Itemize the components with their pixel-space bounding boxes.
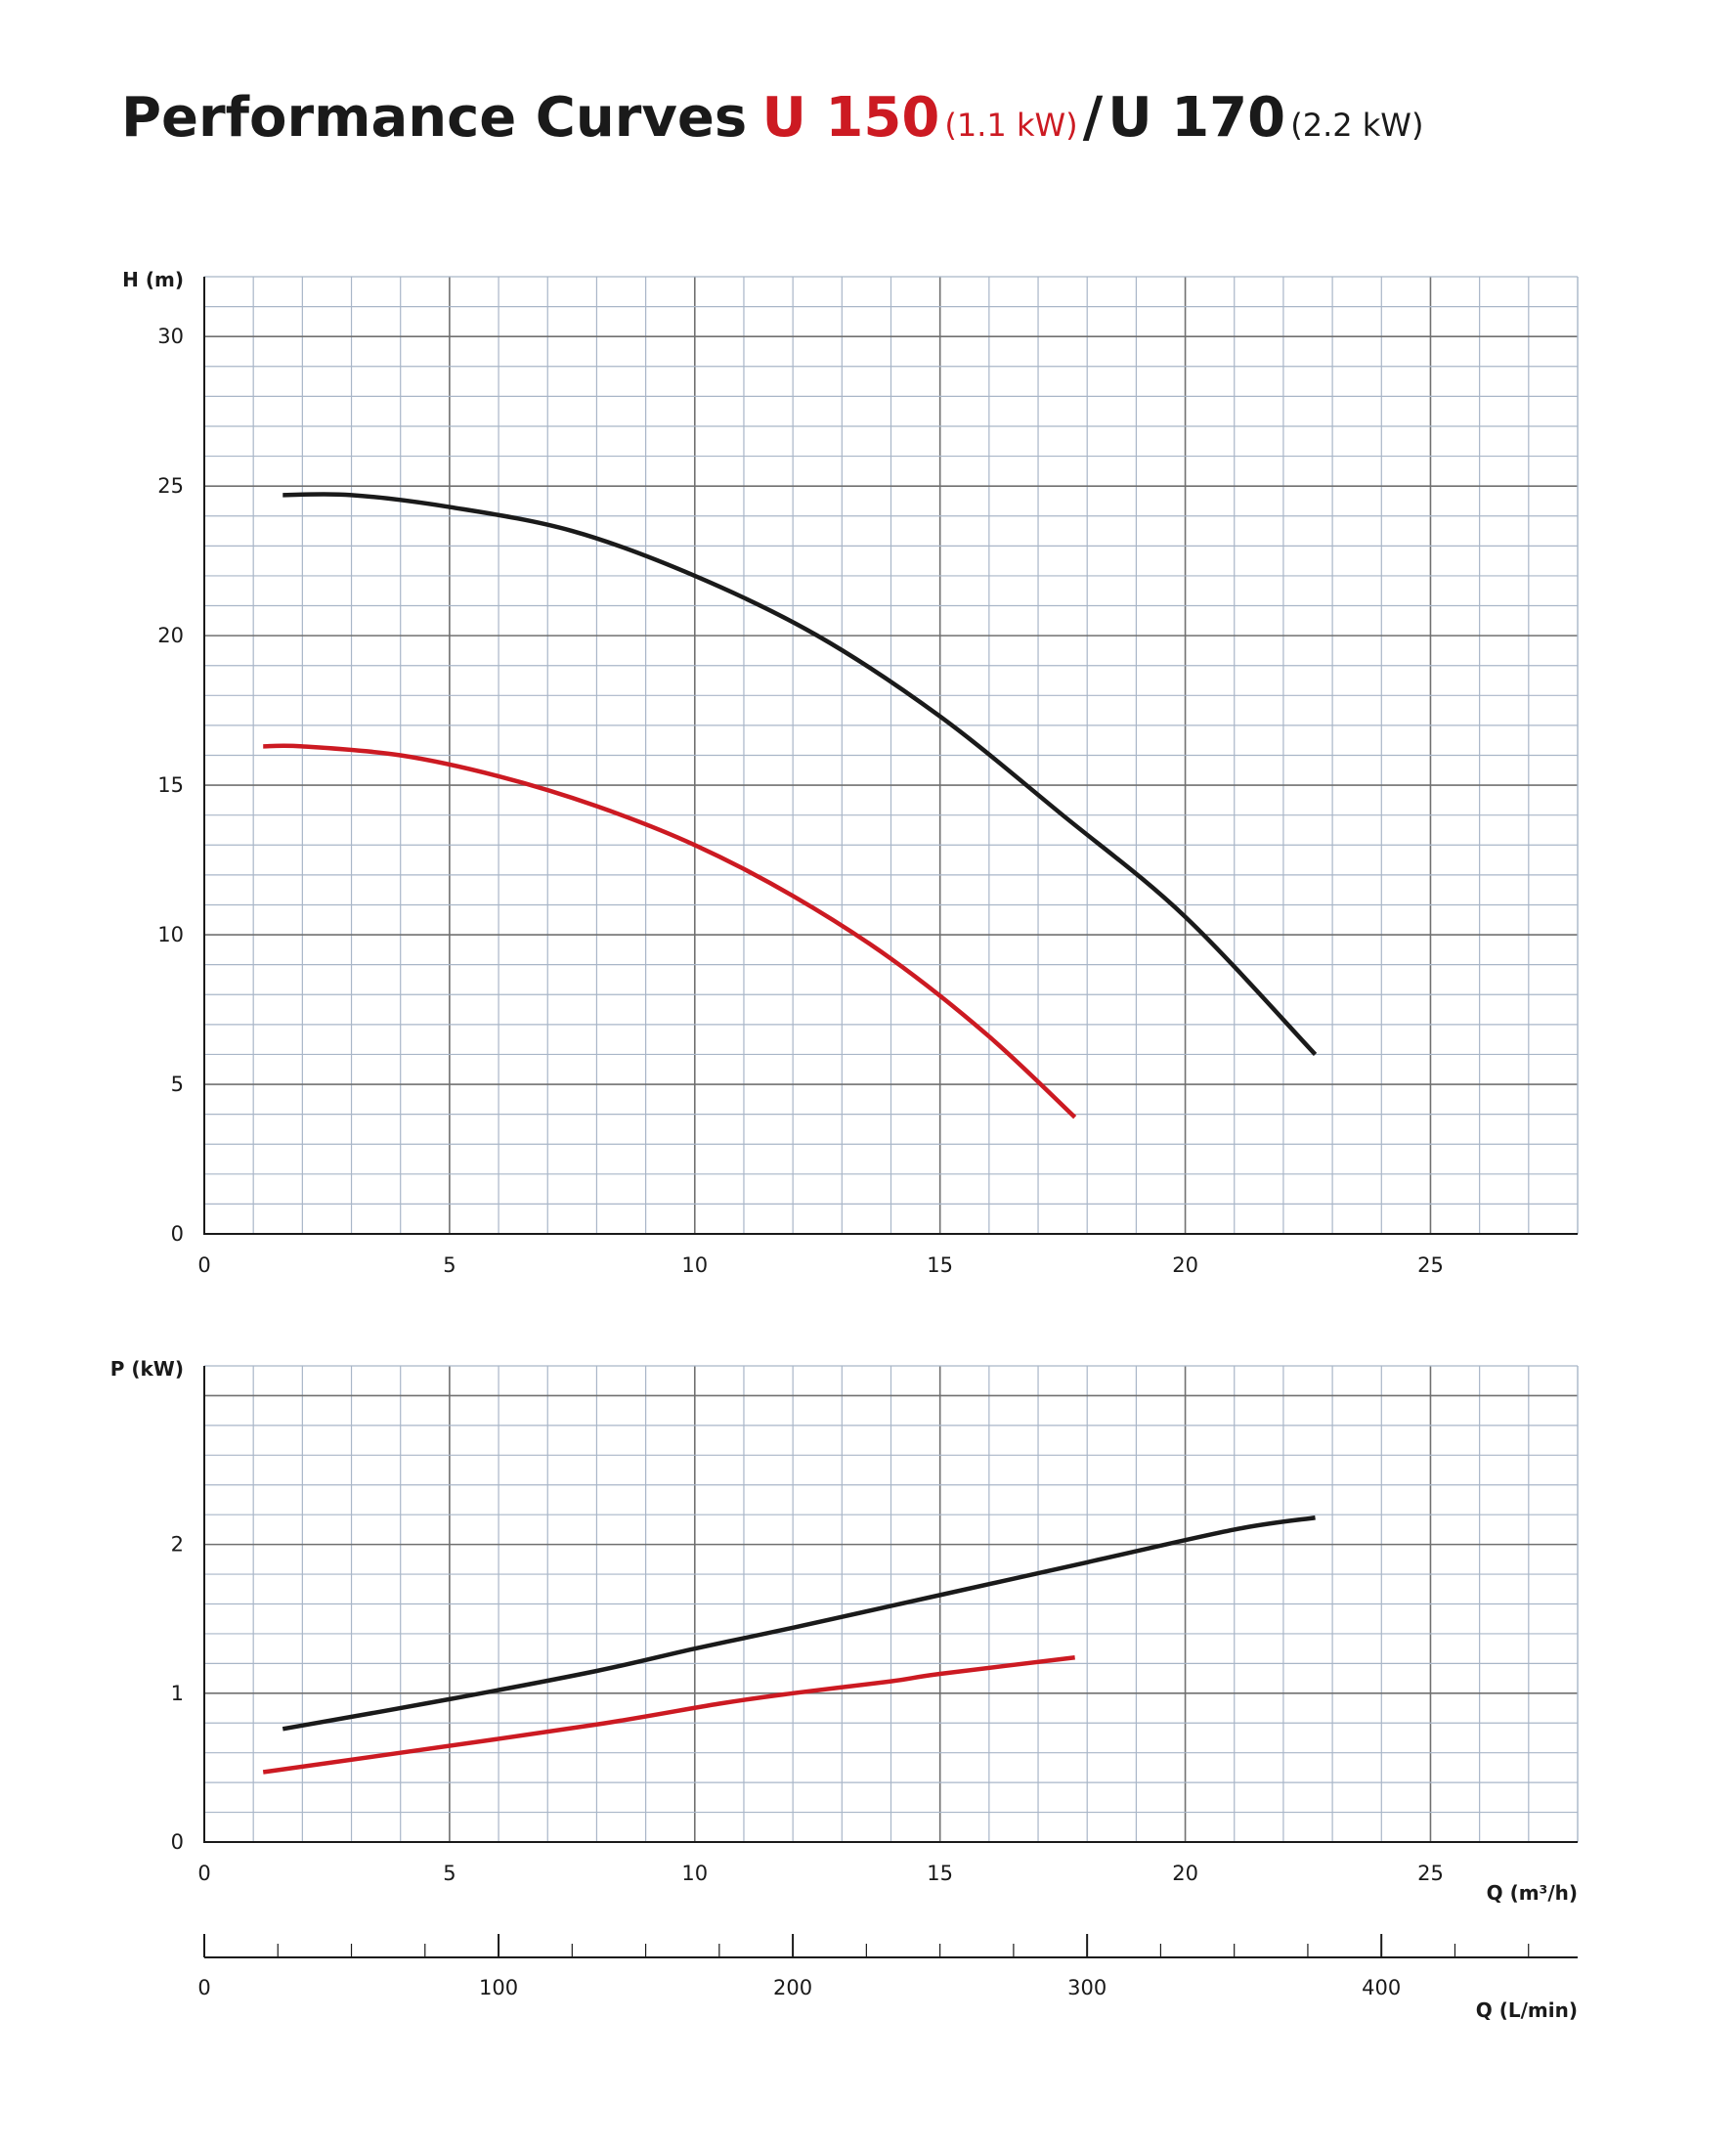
y-tick-label-power: 0	[171, 1830, 184, 1854]
lmin-tick-label: 300	[1067, 1976, 1107, 1999]
y-tick-label-head: 20	[157, 624, 184, 647]
x-tick-label-head: 20	[1172, 1253, 1198, 1277]
x-tick-label-power: 20	[1172, 1862, 1198, 1885]
curve-u170-head	[282, 492, 1318, 1056]
y-axis-label-power: P (kW)	[110, 1357, 184, 1381]
x-axis-label-power: Q (m³/h)	[1487, 1881, 1578, 1905]
y-tick-label-head: 10	[157, 923, 184, 946]
x-tick-label-head: 15	[927, 1253, 953, 1277]
x-tick-label-head: 25	[1417, 1253, 1444, 1277]
title-power-u170: (2.2 kW)	[1290, 107, 1424, 144]
y-tick-label-head: 0	[171, 1222, 184, 1246]
x-tick-label-power: 25	[1417, 1862, 1444, 1885]
x-tick-label-head: 10	[681, 1253, 708, 1277]
y-tick-label-head: 15	[157, 773, 184, 797]
curve-u170-power	[282, 1515, 1316, 1732]
curve-u150-power	[262, 1655, 1075, 1775]
x-tick-label-head: 5	[443, 1253, 456, 1277]
lmin-tick-label: 400	[1362, 1976, 1401, 1999]
lmin-tick-label: 0	[197, 1976, 210, 1999]
title-model-u150: U 150	[761, 86, 940, 150]
x-tick-label-head: 0	[197, 1253, 210, 1277]
curve-u150-head	[263, 743, 1077, 1119]
title-main: Performance Curves	[121, 86, 748, 150]
title-separator: /	[1082, 86, 1104, 150]
x-tick-label-power: 5	[443, 1862, 456, 1885]
title-power-u150: (1.1 kW)	[944, 107, 1078, 144]
y-tick-label-power: 1	[171, 1682, 184, 1705]
y-tick-label-head: 25	[157, 474, 184, 498]
title-model-u170: U 170	[1107, 86, 1286, 150]
y-tick-label-head: 30	[157, 325, 184, 348]
x-tick-label-power: 0	[197, 1862, 210, 1885]
y-tick-label-power: 2	[171, 1533, 184, 1557]
y-tick-label-head: 5	[171, 1073, 184, 1096]
lmin-tick-label: 100	[479, 1976, 518, 1999]
lmin-axis-label: Q (L/min)	[1476, 1998, 1578, 2022]
chart-title: Performance Curves U 150 (1.1 kW) / U 17…	[121, 86, 1423, 164]
y-axis-label-head: H (m)	[122, 268, 184, 291]
lmin-tick-label: 200	[773, 1976, 812, 1999]
x-tick-label-power: 15	[927, 1862, 953, 1885]
x-tick-label-power: 10	[681, 1862, 708, 1885]
